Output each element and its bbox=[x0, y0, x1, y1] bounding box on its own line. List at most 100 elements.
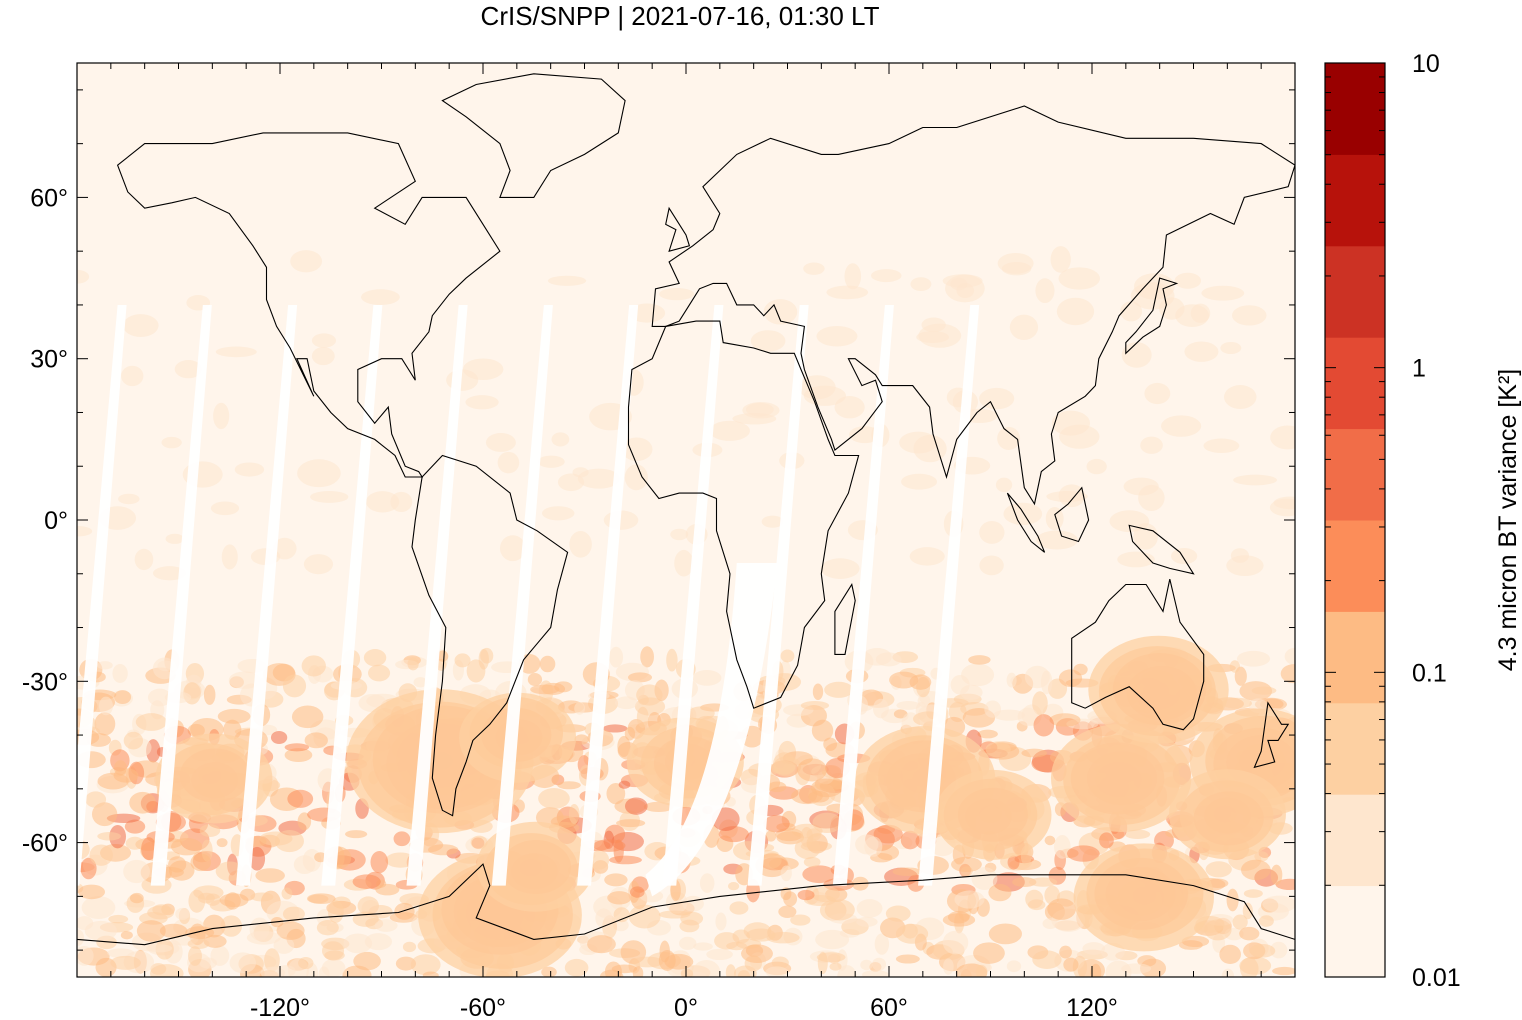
variance-cell bbox=[342, 965, 372, 977]
orbit-gap bbox=[235, 304, 298, 886]
variance-cell bbox=[627, 672, 653, 683]
variance-cell bbox=[942, 913, 976, 927]
variance-cell bbox=[798, 375, 836, 400]
colorbar-swatch bbox=[1325, 337, 1385, 430]
variance-cell bbox=[776, 831, 805, 845]
variance-cell bbox=[624, 464, 648, 491]
variance-cell bbox=[1239, 926, 1260, 941]
variance-cell bbox=[497, 451, 520, 474]
variance-cell bbox=[407, 657, 419, 671]
variance-cell bbox=[217, 708, 251, 724]
variance-cell bbox=[394, 902, 415, 920]
variance-cell bbox=[215, 346, 257, 358]
variance-cell bbox=[636, 684, 663, 706]
y-tick-label: 0° bbox=[44, 507, 68, 535]
variance-cell bbox=[284, 743, 310, 752]
variance-cell bbox=[602, 724, 628, 733]
variance-cell bbox=[1270, 864, 1283, 886]
variance-cell bbox=[895, 954, 920, 964]
variance-cell bbox=[374, 919, 398, 932]
variance-cell bbox=[303, 554, 334, 575]
coastline-north-america bbox=[116, 132, 501, 478]
variance-cell bbox=[921, 317, 946, 333]
variance-cell bbox=[84, 920, 117, 941]
variance-cell bbox=[1205, 861, 1232, 878]
variance-cell bbox=[1058, 669, 1083, 687]
variance-cell bbox=[1258, 915, 1274, 927]
orbit-gap bbox=[918, 304, 980, 886]
variance-cell bbox=[621, 437, 653, 461]
variance-cell bbox=[174, 360, 203, 379]
y-tick-label: 30° bbox=[30, 346, 68, 374]
variance-cell bbox=[771, 956, 789, 969]
variance-cell bbox=[185, 926, 215, 940]
variance-cell bbox=[147, 688, 172, 707]
variance-cell bbox=[613, 919, 629, 932]
variance-cell bbox=[816, 326, 858, 347]
variance-cell bbox=[316, 920, 339, 936]
variance-cell bbox=[123, 731, 144, 750]
variance-cell bbox=[817, 951, 828, 975]
variance-cell bbox=[1270, 425, 1295, 450]
variance-cell bbox=[794, 837, 821, 860]
variance-cell bbox=[159, 923, 188, 939]
variance-cell bbox=[699, 873, 715, 893]
variance-cell bbox=[985, 741, 1011, 758]
variance-cell bbox=[327, 900, 344, 924]
variance-cell bbox=[1171, 547, 1198, 565]
variance-cell bbox=[780, 649, 795, 663]
variance-cell bbox=[715, 912, 727, 931]
variance-cell bbox=[293, 855, 316, 875]
variance-cell bbox=[136, 920, 166, 942]
variance-cell bbox=[454, 653, 471, 668]
variance-cell bbox=[856, 916, 878, 927]
variance-cell bbox=[763, 299, 798, 325]
variance-cell bbox=[255, 868, 285, 883]
variance-cell bbox=[587, 935, 616, 954]
variance-cell bbox=[995, 477, 1013, 493]
colorbar-frame bbox=[1324, 62, 1386, 978]
variance-cell bbox=[709, 420, 750, 441]
variance-cell bbox=[803, 856, 821, 868]
variance-cell bbox=[913, 434, 947, 463]
variance-cell bbox=[896, 701, 921, 710]
x-tick-label: 60° bbox=[870, 994, 908, 1020]
variance-cell bbox=[427, 844, 459, 856]
variance-cell bbox=[97, 832, 121, 841]
variance-cell bbox=[624, 797, 648, 815]
variance-cell bbox=[763, 815, 790, 833]
x-axis: -120° -60° 0° 60° 120° bbox=[110, 63, 1262, 1020]
x-tick-label: -60° bbox=[460, 994, 506, 1020]
variance-hotspot bbox=[1050, 723, 1192, 832]
variance-cell bbox=[1049, 713, 1081, 727]
variance-cell bbox=[1270, 941, 1288, 959]
variance-cell bbox=[1036, 530, 1078, 550]
variance-cell bbox=[188, 946, 202, 966]
variance-cell bbox=[234, 462, 265, 477]
variance-cell bbox=[765, 966, 789, 977]
coastline-new-zealand bbox=[1253, 701, 1290, 769]
variance-cell bbox=[361, 289, 400, 305]
variance-cell bbox=[732, 413, 777, 425]
variance-cell bbox=[780, 865, 792, 882]
variance-cell bbox=[1231, 305, 1267, 326]
variance-cell bbox=[557, 473, 585, 492]
variance-cell bbox=[977, 729, 998, 739]
variance-cell bbox=[737, 970, 751, 977]
variance-cell bbox=[728, 881, 740, 891]
variance-cell bbox=[1201, 285, 1245, 301]
orbit-gap bbox=[747, 304, 809, 886]
variance-cell bbox=[221, 544, 238, 570]
variance-cell bbox=[1066, 845, 1100, 862]
variance-cell bbox=[276, 965, 296, 977]
variance-cell bbox=[310, 490, 349, 503]
variance-cell bbox=[1219, 944, 1241, 965]
variance-cell bbox=[281, 887, 293, 900]
variance-cell bbox=[797, 758, 827, 782]
variance-cell bbox=[393, 831, 411, 847]
variance-cell bbox=[1109, 510, 1150, 533]
variance-cell bbox=[343, 933, 373, 954]
variance-cell bbox=[954, 890, 985, 909]
variance-cell bbox=[636, 706, 649, 728]
variance-cell bbox=[547, 275, 587, 286]
